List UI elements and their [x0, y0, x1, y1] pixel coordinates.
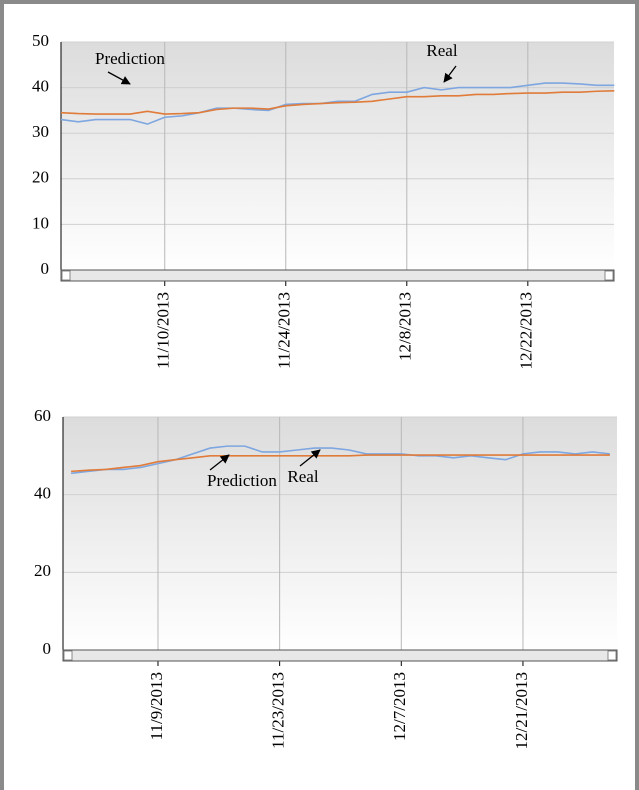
x-tick-label: 11/10/2013	[154, 292, 173, 369]
x-tick-label: 11/9/2013	[147, 672, 166, 740]
scroll-button	[607, 650, 617, 661]
plot-area	[61, 42, 614, 270]
annotation: Real	[426, 41, 457, 60]
y-tick-label: 40	[32, 77, 49, 96]
data-line	[71, 454, 610, 473]
data-line	[60, 89, 615, 115]
annotation: Prediction	[95, 49, 165, 68]
annotation: Real	[287, 467, 318, 486]
annotation-arrow	[299, 449, 321, 467]
y-tick-label: 20	[32, 168, 49, 187]
annotation-arrow	[209, 454, 230, 471]
y-tick-label: 50	[32, 31, 49, 50]
y-tick-label: 60	[34, 406, 51, 425]
x-tick-label: 12/22/2013	[517, 292, 536, 369]
scroll-button	[63, 650, 73, 661]
x-tick-label: 12/7/2013	[390, 672, 409, 741]
scroll-button	[61, 270, 71, 281]
data-line	[60, 82, 615, 125]
y-tick-label: 0	[41, 259, 50, 278]
y-tick-label: 40	[34, 484, 51, 503]
annotation-arrow	[443, 65, 457, 83]
x-tick-label: 12/21/2013	[512, 672, 531, 749]
y-tick-label: 30	[32, 122, 49, 141]
y-tick-label: 0	[43, 639, 52, 658]
x-tick-label: 12/8/2013	[396, 292, 415, 361]
scroll-button	[604, 270, 614, 281]
scrollbar	[60, 269, 615, 282]
scrollbar	[62, 649, 618, 662]
y-tick-label: 10	[32, 213, 49, 232]
x-tick-label: 11/23/2013	[269, 672, 288, 749]
y-tick-label: 20	[34, 561, 51, 580]
annotation-arrow	[107, 71, 131, 85]
x-tick-label: 11/24/2013	[275, 292, 294, 369]
annotation: Prediction	[207, 471, 277, 490]
